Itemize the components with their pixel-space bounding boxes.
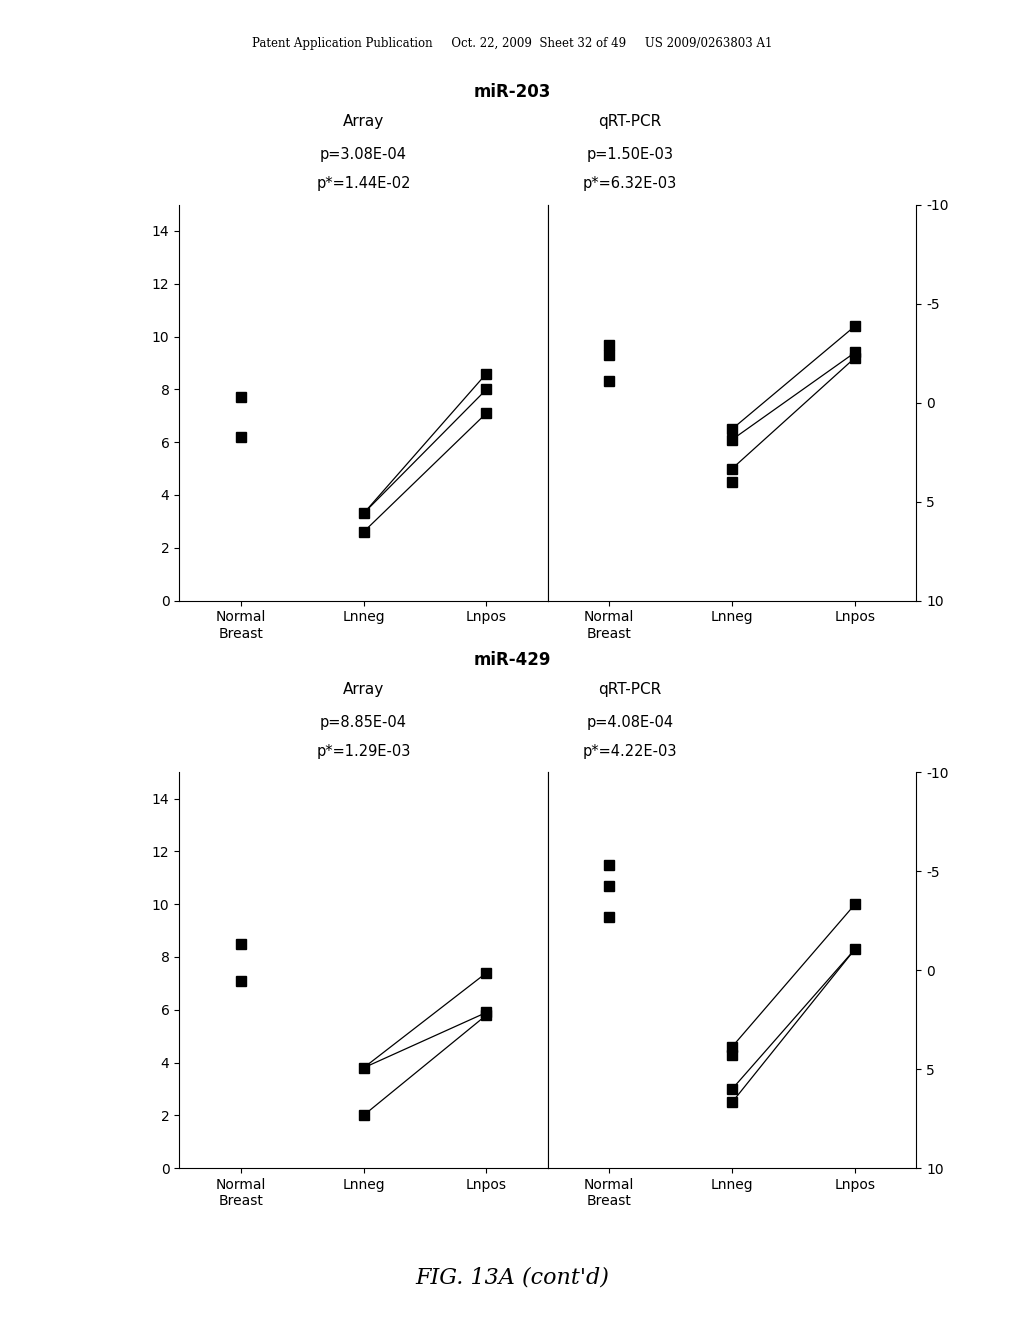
Text: qRT-PCR: qRT-PCR [598,681,662,697]
Text: p=1.50E-03: p=1.50E-03 [587,147,673,162]
Text: Patent Application Publication     Oct. 22, 2009  Sheet 32 of 49     US 2009/026: Patent Application Publication Oct. 22, … [252,37,772,50]
Text: p=4.08E-04: p=4.08E-04 [586,714,674,730]
Text: miR-203: miR-203 [473,83,551,102]
Text: p=8.85E-04: p=8.85E-04 [321,714,407,730]
Text: p=3.08E-04: p=3.08E-04 [321,147,407,162]
Text: FIG. 13A (cont'd): FIG. 13A (cont'd) [415,1267,609,1288]
Text: p*=1.29E-03: p*=1.29E-03 [316,743,411,759]
Text: p*=6.32E-03: p*=6.32E-03 [583,176,677,191]
Text: qRT-PCR: qRT-PCR [598,114,662,129]
Text: miR-429: miR-429 [473,651,551,669]
Text: Array: Array [343,114,384,129]
Text: p*=4.22E-03: p*=4.22E-03 [583,743,677,759]
Text: p*=1.44E-02: p*=1.44E-02 [316,176,411,191]
Text: Array: Array [343,681,384,697]
